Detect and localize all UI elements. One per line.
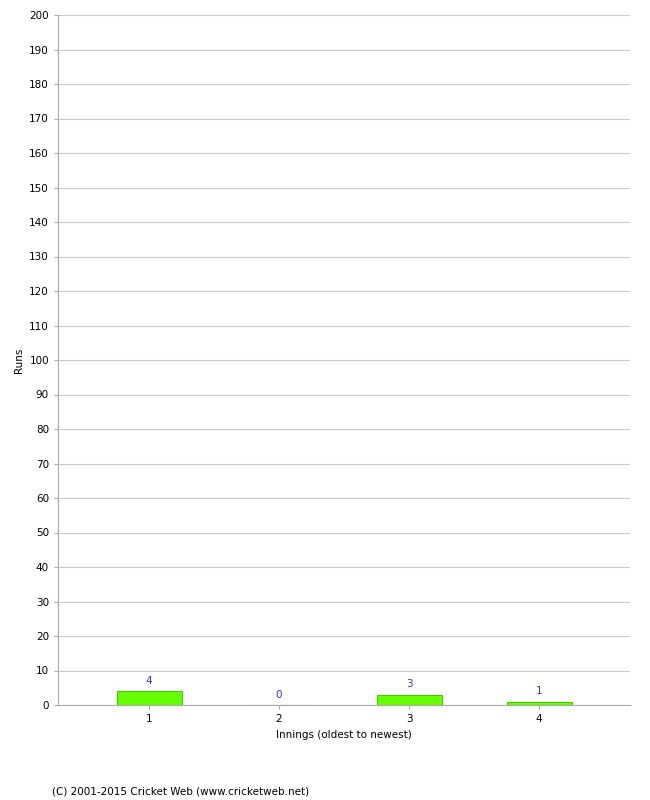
Bar [116,691,181,705]
Text: 1: 1 [536,686,542,696]
X-axis label: Innings (oldest to newest): Innings (oldest to newest) [276,730,412,739]
Y-axis label: Runs: Runs [14,347,23,373]
Bar [376,694,441,705]
Text: 0: 0 [276,690,282,700]
Bar [506,702,571,705]
Text: 4: 4 [146,676,152,686]
Text: 3: 3 [406,679,412,690]
Text: (C) 2001-2015 Cricket Web (www.cricketweb.net): (C) 2001-2015 Cricket Web (www.cricketwe… [52,786,309,796]
